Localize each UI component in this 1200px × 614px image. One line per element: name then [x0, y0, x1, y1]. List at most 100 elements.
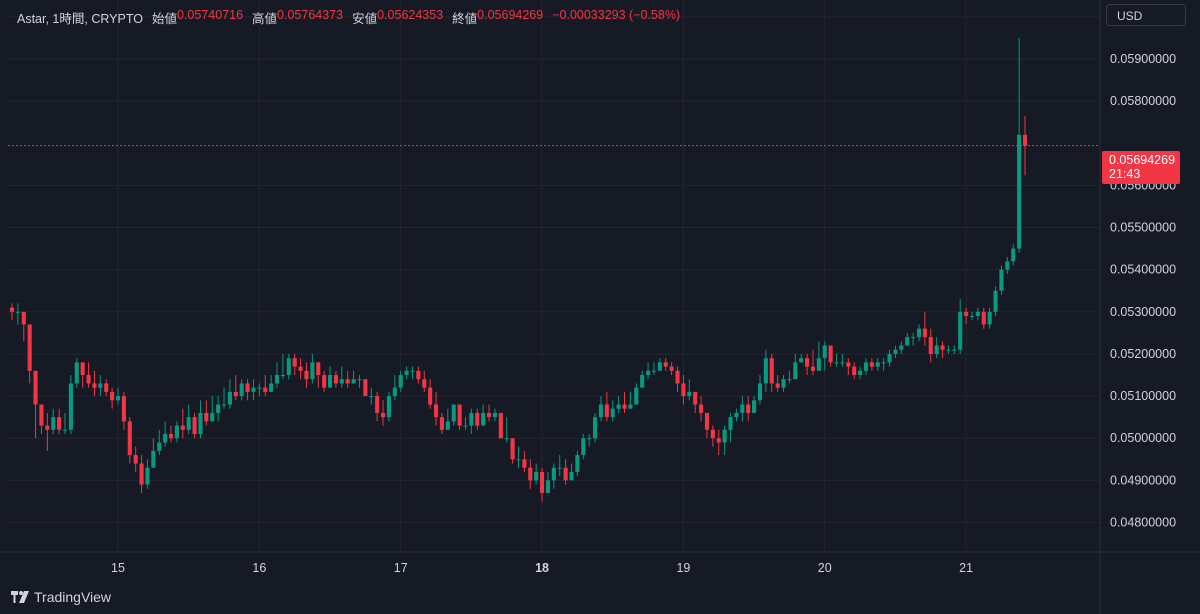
candle — [498, 412, 503, 439]
candle — [322, 370, 327, 392]
candle — [840, 353, 845, 367]
candle — [292, 353, 297, 376]
candle-body — [757, 383, 763, 401]
candle — [575, 450, 580, 477]
candle — [781, 375, 786, 392]
candle — [651, 362, 657, 376]
candle-body — [646, 370, 651, 376]
candle — [398, 370, 403, 392]
candle-body — [752, 400, 757, 413]
close-value: 0.05694269 — [477, 8, 544, 22]
candle-body — [881, 362, 886, 364]
candle — [157, 429, 162, 456]
candle — [1011, 244, 1016, 266]
candle-body — [869, 362, 874, 367]
candle — [687, 379, 692, 401]
candle — [752, 396, 757, 413]
candle — [769, 353, 774, 392]
candle-body — [528, 467, 533, 481]
candle — [375, 391, 380, 422]
candle — [186, 404, 191, 435]
candle — [445, 408, 450, 430]
price-tick-label: 0.04800000 — [1110, 516, 1176, 530]
candle-body — [174, 425, 179, 439]
candle-body — [840, 362, 845, 364]
symbol-title[interactable]: Astar, 1時間, CRYPTO — [17, 12, 143, 26]
candle-body — [651, 370, 657, 372]
bar-countdown: 21:43 — [1109, 167, 1141, 181]
candle — [757, 375, 763, 405]
candle — [410, 366, 415, 380]
candle-body — [928, 337, 933, 354]
candle — [392, 375, 397, 401]
last-price-tag: 0.05694269 21:43 — [1102, 151, 1180, 184]
candle — [734, 408, 739, 422]
candle — [722, 425, 727, 456]
tradingview-logo[interactable]: TradingView — [11, 589, 111, 605]
candle-body — [775, 383, 780, 388]
candles — [9, 37, 1028, 502]
candle-body — [404, 370, 409, 376]
candle-body — [846, 362, 851, 367]
candle-body — [858, 370, 863, 376]
currency-button[interactable]: USD — [1106, 4, 1186, 26]
candle — [27, 324, 32, 384]
candle — [958, 299, 963, 354]
candle — [451, 404, 456, 426]
candle — [74, 358, 79, 388]
candle-body — [522, 459, 527, 468]
candle-body — [875, 362, 880, 367]
candle — [593, 412, 598, 443]
candle-body — [1011, 248, 1016, 262]
candle — [357, 375, 362, 388]
candle — [121, 391, 126, 430]
candle-body — [339, 379, 344, 384]
time-axis[interactable]: 15 16 17 18 19 20 21 — [0, 551, 1200, 575]
price-axis[interactable]: 0.060000000.059000000.058000000.05600000… — [1099, 0, 1176, 614]
candle-body — [598, 404, 604, 418]
candle-body — [946, 349, 951, 351]
candle — [221, 387, 227, 409]
candle — [475, 408, 480, 430]
candle-body — [445, 421, 450, 430]
candle-body — [710, 429, 715, 439]
candle-body — [763, 358, 768, 384]
candle-body — [610, 408, 615, 418]
candle-body — [322, 375, 327, 388]
candle-body — [92, 383, 97, 388]
candle-body — [704, 412, 710, 430]
candle — [528, 459, 533, 489]
candle-body — [439, 417, 444, 430]
candle — [569, 463, 574, 481]
candle — [869, 358, 874, 371]
candle-body — [828, 345, 833, 363]
candle-body — [834, 362, 839, 364]
candle-body — [62, 429, 68, 431]
candle — [545, 471, 551, 494]
candle — [557, 455, 562, 477]
candle — [934, 337, 939, 359]
candle — [787, 370, 792, 384]
candle-body — [280, 375, 285, 377]
candle-body — [940, 345, 945, 350]
candle-body — [575, 455, 580, 472]
candle — [404, 366, 409, 380]
candle-body — [121, 396, 126, 422]
candle — [133, 446, 138, 472]
price-tick-label: 0.05200000 — [1110, 347, 1176, 361]
candle-body — [1017, 134, 1022, 249]
close-label: 終値 — [452, 12, 478, 26]
candle — [710, 425, 715, 447]
candle-body — [98, 383, 103, 388]
candle-body — [104, 383, 109, 392]
candle — [922, 311, 927, 346]
candle — [522, 450, 527, 472]
candle-body — [186, 417, 191, 430]
candle-body — [145, 467, 150, 485]
low-label: 安値 — [352, 12, 378, 26]
candle-body — [534, 471, 539, 481]
low-value: 0.05624353 — [377, 8, 444, 22]
candle — [333, 370, 338, 388]
candle — [828, 345, 833, 367]
